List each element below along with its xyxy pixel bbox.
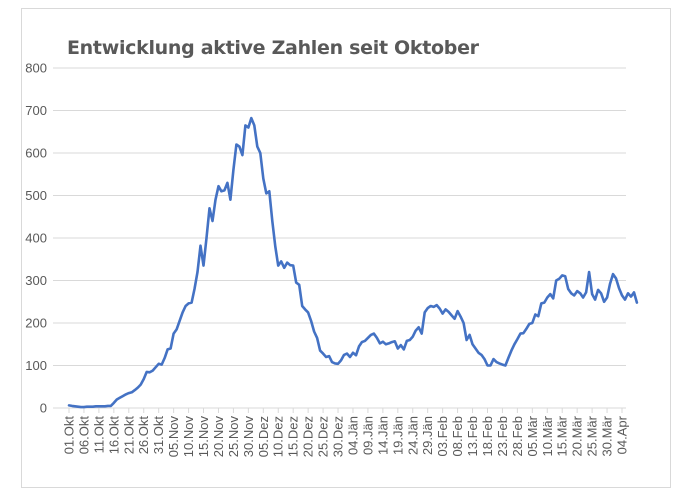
x-tick-label: 05.Mär xyxy=(525,415,540,456)
y-tick-label: 400 xyxy=(25,231,47,246)
y-tick-label: 0 xyxy=(40,401,47,416)
x-tick-label: 30.Dez xyxy=(331,416,346,457)
x-tick-label: 03.Feb xyxy=(435,416,450,456)
x-tick-label: 31.Okt xyxy=(151,416,166,455)
x-tick-label: 11.Okt xyxy=(91,416,106,454)
x-tick-label: 06.Okt xyxy=(76,416,91,455)
x-tick-label: 25.Dez xyxy=(316,416,331,457)
x-tick-label: 05.Dez xyxy=(256,416,271,457)
y-tick-label: 700 xyxy=(25,103,47,118)
x-tick-label: 30.Nov xyxy=(241,416,256,458)
x-tick-label: 10.Nov xyxy=(181,416,196,458)
y-axis-labels: 0 100 200 300 400 500 600 700 800 xyxy=(25,61,47,416)
x-tick-label: 19.Jän xyxy=(390,416,405,455)
y-tick-label: 600 xyxy=(25,146,47,161)
x-tick-label: 09.Jän xyxy=(360,416,375,455)
x-tick-label: 10.Dez xyxy=(271,416,286,457)
x-tick-label: 15.Nov xyxy=(196,416,211,458)
x-tick-label: 20.Nov xyxy=(211,416,226,458)
y-tick-label: 200 xyxy=(25,316,47,331)
x-tick-label: 20.Mär xyxy=(570,415,585,456)
x-axis: 01.Okt 06.Okt 11.Okt 16.Okt 21.Okt 26.Okt 31.O… xyxy=(62,408,630,457)
x-tick-label: 23.Feb xyxy=(495,416,510,456)
x-tick-label: 20.Dez xyxy=(301,416,316,457)
x-tick-label: 08.Feb xyxy=(450,416,465,456)
x-tick-label: 16.Okt xyxy=(106,416,121,455)
x-tick-label: 05.Nov xyxy=(166,416,181,458)
y-tick-label: 300 xyxy=(25,273,47,288)
x-tick-label: 15.Dez xyxy=(286,416,301,457)
x-tick-label: 24.Jän xyxy=(405,416,420,455)
x-tick-label: 14.Jän xyxy=(375,416,390,455)
x-tick-label: 15.Mär xyxy=(555,415,570,456)
x-tick-label: 29.Jän xyxy=(420,416,435,455)
y-tick-label: 800 xyxy=(25,61,47,76)
gridlines xyxy=(53,67,626,409)
x-tick-label: 10.Mär xyxy=(540,415,555,456)
x-tick-label: 18.Feb xyxy=(480,416,495,456)
chart-title: Entwicklung aktive Zahlen seit Oktober xyxy=(67,37,479,59)
x-tick-label: 25.Mär xyxy=(585,415,600,456)
x-tick-label: 25.Nov xyxy=(226,416,241,458)
x-tick-label: 28.Feb xyxy=(510,416,525,456)
line-chart: 0 100 200 300 400 500 600 700 800 01.Okt 06.Okt 11… xyxy=(25,61,639,457)
x-tick-label: 13.Feb xyxy=(465,416,480,456)
y-tick-label: 500 xyxy=(25,188,47,203)
x-tick-label: 30.Mär xyxy=(600,415,615,456)
x-tick-label: 21.Okt xyxy=(121,416,136,455)
x-tick-label: 04.Apr xyxy=(615,415,630,454)
series-line xyxy=(67,116,639,409)
x-tick-label: 26.Okt xyxy=(136,416,151,455)
x-tick-label: 01.Okt xyxy=(62,416,77,455)
x-tick-label: 04.Jän xyxy=(345,416,360,455)
y-tick-label: 100 xyxy=(25,358,47,373)
